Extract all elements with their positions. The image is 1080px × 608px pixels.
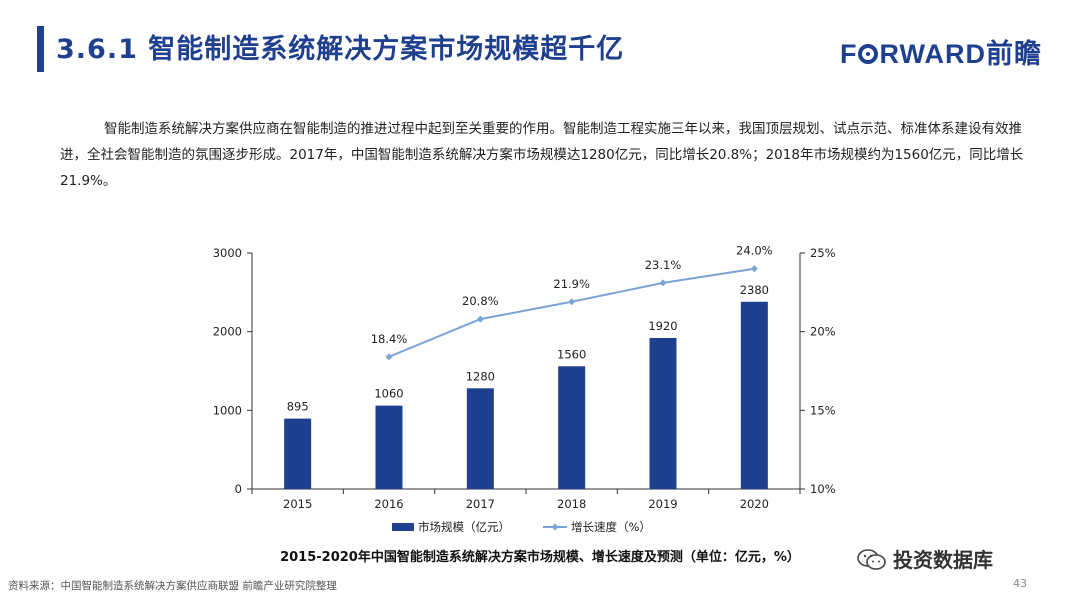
- bar-2015: [284, 418, 312, 489]
- y-left-tick-label: 2000: [213, 325, 242, 339]
- source-note: 资料来源：中国智能制造系统解决方案供应商联盟 前瞻产业研究院整理: [8, 580, 337, 592]
- brand-suffix: RWARD前瞻: [879, 39, 1042, 69]
- growth-point-2018: [568, 298, 576, 306]
- chart-title: 2015-2020年中国智能制造系统解决方案市场规模、增长速度及预测（单位：亿元…: [280, 550, 800, 565]
- growth-point-2017: [476, 315, 484, 323]
- bar-2020: [740, 301, 768, 489]
- y-right-tick-label: 25%: [810, 246, 836, 260]
- bar-data-label: 895: [287, 400, 309, 414]
- wechat-badge: 投资数据库: [857, 544, 993, 573]
- line-data-label: 23.1%: [645, 258, 682, 272]
- line-data-label: 18.4%: [371, 332, 408, 346]
- page-number: 43: [1013, 577, 1027, 590]
- bar-2019: [649, 337, 677, 489]
- line-data-label: 20.8%: [462, 294, 499, 308]
- body-paragraph: 智能制造系统解决方案供应商在智能制造的推进过程中起到至关重要的作用。智能制造工程…: [60, 121, 1024, 189]
- bar-data-label: 1920: [648, 319, 677, 333]
- line-data-label: 24.0%: [736, 244, 773, 258]
- brand-logo: F RWARD前瞻: [840, 32, 1042, 71]
- y-right-tick-label: 20%: [810, 325, 836, 339]
- y-left-tick-label: 3000: [213, 246, 242, 260]
- legend-bar-label: 市场规模（亿元）: [418, 520, 510, 534]
- bar-2016: [375, 405, 403, 489]
- x-tick-label: 2019: [648, 497, 677, 511]
- line-data-label: 21.9%: [553, 277, 590, 291]
- bar-data-label: 1060: [374, 387, 403, 401]
- legend-line-label: 增长速度（%）: [571, 520, 651, 534]
- x-tick-label: 2016: [374, 497, 403, 511]
- legend-line-marker: [551, 523, 559, 531]
- bar-data-label: 2380: [740, 283, 769, 297]
- brand-o-icon: [858, 44, 879, 64]
- wechat-label: 投资数据库: [893, 548, 993, 572]
- y-left-tick-label: 0: [235, 482, 242, 496]
- growth-point-2019: [659, 279, 667, 287]
- x-tick-label: 2017: [466, 497, 495, 511]
- bar-2017: [466, 388, 494, 489]
- y-right-tick-label: 10%: [810, 482, 836, 496]
- bar-data-label: 1560: [557, 347, 586, 361]
- growth-point-2016: [385, 353, 393, 361]
- bar-data-label: 1280: [466, 369, 495, 383]
- page-title: 3.6.1 智能制造系统解决方案市场规模超千亿: [56, 34, 625, 65]
- growth-point-2020: [750, 265, 758, 273]
- legend-bar-swatch: [392, 523, 414, 531]
- y-left-tick-label: 1000: [213, 403, 242, 417]
- x-tick-label: 2015: [283, 497, 312, 511]
- x-tick-label: 2020: [740, 497, 769, 511]
- y-right-tick-label: 15%: [810, 403, 836, 417]
- bar-2018: [558, 366, 586, 489]
- x-tick-label: 2018: [557, 497, 586, 511]
- title-accent-bar: [37, 26, 44, 72]
- wechat-icon: [857, 549, 886, 570]
- brand-prefix: F: [839, 39, 858, 69]
